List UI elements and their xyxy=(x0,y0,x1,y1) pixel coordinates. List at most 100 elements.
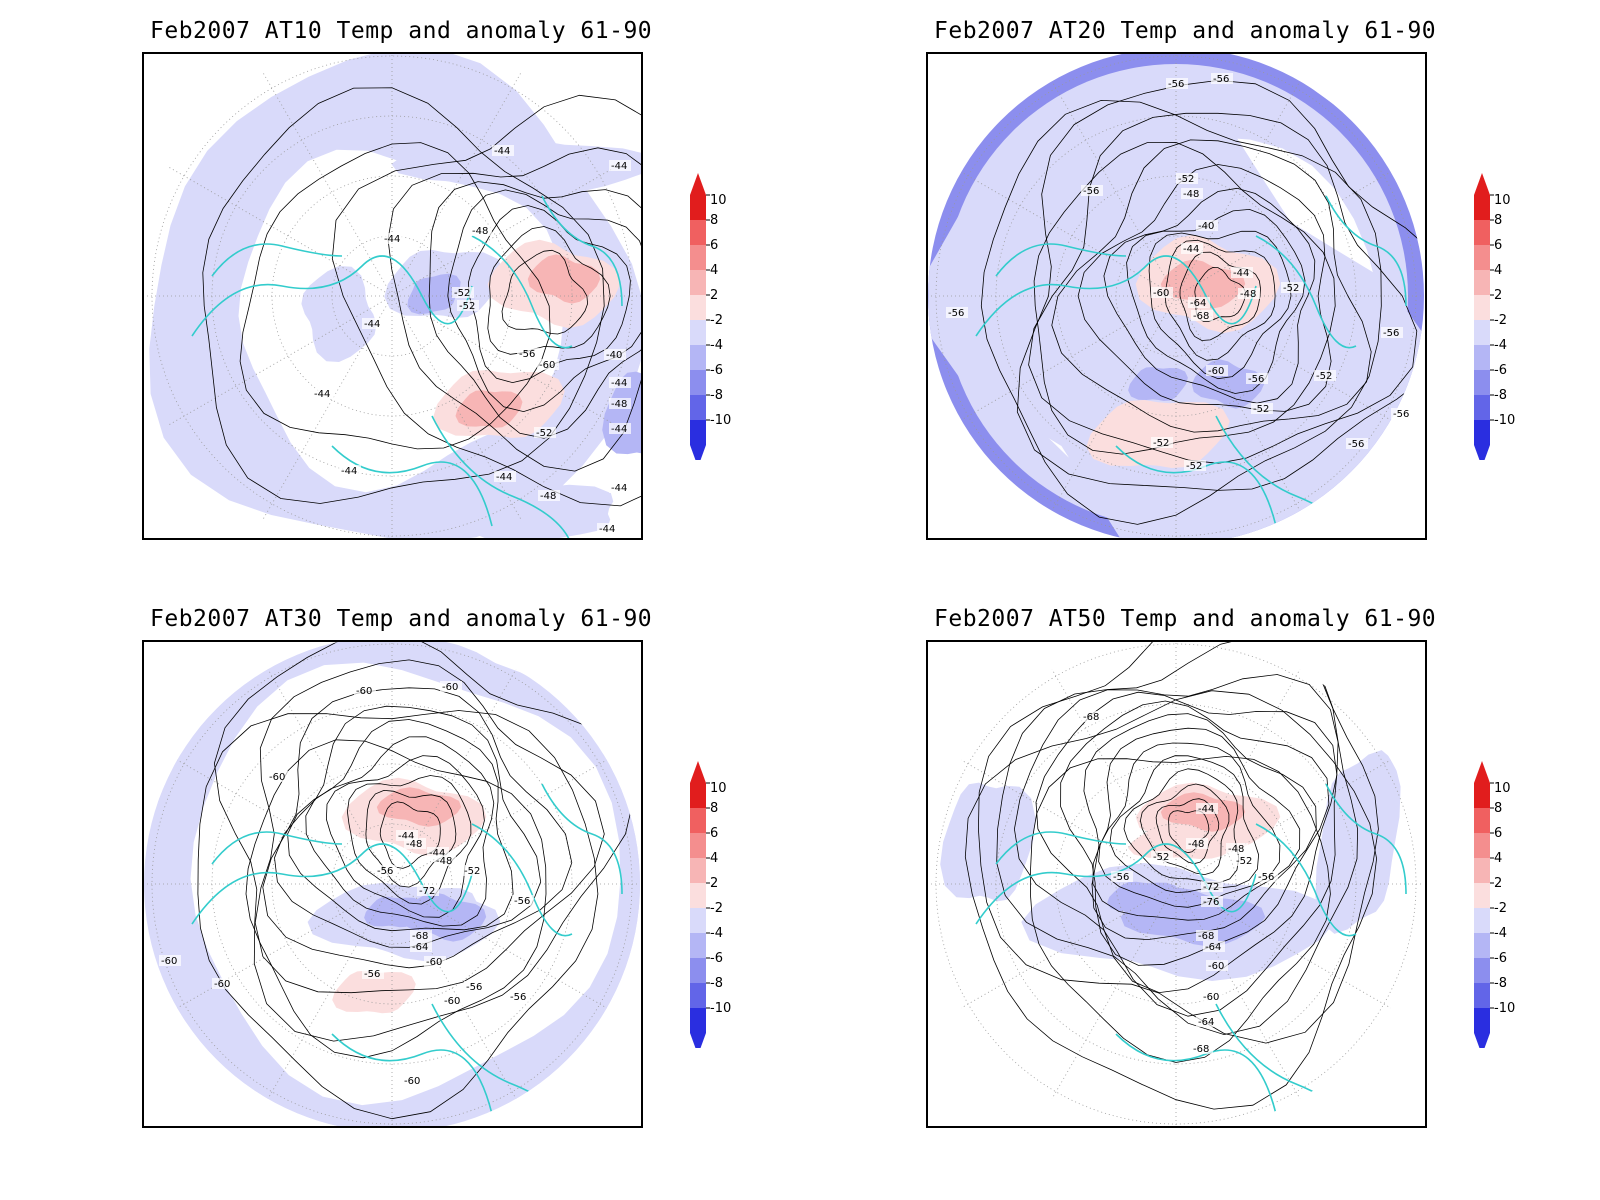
colorbar-swatch xyxy=(690,420,706,445)
contour-label-bg xyxy=(508,991,530,1002)
colorbar-tick-label: 6 xyxy=(710,826,718,841)
colorbar-tick-label: -10 xyxy=(1494,1001,1515,1016)
contour-label-bg xyxy=(464,981,486,992)
colorbar-tick-label: 2 xyxy=(1494,876,1502,891)
temperature-contour xyxy=(1083,713,1317,941)
contour-label: -60 xyxy=(1203,992,1219,1003)
longitude-line xyxy=(261,658,393,885)
contour-label-bg xyxy=(312,388,334,399)
contour-label-bg xyxy=(1166,78,1188,89)
contour-label: -56 xyxy=(1258,872,1274,883)
temperature-contour xyxy=(254,659,605,994)
contour-label-bg xyxy=(1181,243,1203,254)
colorbar-swatch xyxy=(1474,320,1490,345)
colorbar-tick-label: -8 xyxy=(1494,976,1507,991)
contour-label: -56 xyxy=(364,969,380,980)
coastline xyxy=(431,415,573,538)
contour-label: -72 xyxy=(419,886,435,897)
contour-label-bg xyxy=(396,830,418,841)
contour-label-bg xyxy=(404,838,426,849)
longitude-line xyxy=(950,883,1177,1015)
contour-label-bg xyxy=(212,978,234,989)
colorbar-tick-label: -10 xyxy=(710,1001,731,1016)
contour-label-bg xyxy=(1391,408,1413,419)
colorbar-swatch xyxy=(1474,345,1490,370)
longitude-line xyxy=(391,658,523,885)
colorbar: 10 8 6 4 2 -2 -4 -6 -8 -10 xyxy=(688,758,758,1055)
contour-label-bg xyxy=(354,685,376,696)
contour-label-bg xyxy=(609,482,631,493)
colorbar-swatch xyxy=(1474,958,1490,983)
colorbar-swatch xyxy=(1474,195,1490,220)
colorbar-svg: 10 8 6 4 2 -2 -4 -6 -8 -10 xyxy=(1474,173,1515,467)
colorbar-swatch xyxy=(1474,858,1490,883)
contour-label-bg xyxy=(1151,287,1173,298)
contour-label: -68 xyxy=(1198,931,1214,942)
contour-label: -60 xyxy=(161,956,177,967)
contour-label: -68 xyxy=(1083,712,1099,723)
coastline xyxy=(471,823,573,937)
colorbar-tick-label: -4 xyxy=(1494,926,1507,941)
contour-label-bg xyxy=(1181,188,1203,199)
colorbar-tick-label: 4 xyxy=(1494,263,1502,278)
contour-label: -60 xyxy=(214,979,230,990)
contour-label: -52 xyxy=(1153,852,1169,863)
contour-label-bg xyxy=(609,423,631,434)
anomaly-negative-strong xyxy=(364,896,424,928)
colorbar-swatch xyxy=(690,1008,706,1033)
contour-label-bg xyxy=(1346,438,1368,449)
contour-label: -48 xyxy=(406,839,422,850)
colorbar-tick-label: -2 xyxy=(1494,901,1507,916)
contour-label: -44 xyxy=(341,466,357,477)
contour-label-bg xyxy=(609,398,631,409)
contour-label: -48 xyxy=(611,399,627,410)
contour-label: -44 xyxy=(364,319,380,330)
contour-label: -40 xyxy=(606,350,622,361)
contour-label-bg xyxy=(457,300,479,311)
temperature-contour xyxy=(346,775,472,905)
contour-label-bg xyxy=(1111,871,1133,882)
temperature-contour xyxy=(1051,139,1372,433)
contour-label: -44 xyxy=(599,524,615,535)
map-layers xyxy=(928,54,1424,538)
longitude-line xyxy=(166,295,393,427)
colorbar-swatch xyxy=(1474,983,1490,1008)
coastline xyxy=(1255,823,1357,937)
colorbar-tick-label: -4 xyxy=(710,926,723,941)
contour-label: -60 xyxy=(1208,961,1224,972)
contour-label: -72 xyxy=(1203,882,1219,893)
longitude-line xyxy=(261,295,393,522)
colorbar-tick-label: 2 xyxy=(710,876,718,891)
contour-label-bg xyxy=(1238,288,1260,299)
contour-label: -56 xyxy=(1168,79,1184,90)
coastline xyxy=(211,243,343,277)
contour-label: -44 xyxy=(611,378,627,389)
colorbar-swatch xyxy=(690,958,706,983)
colorbar-swatch xyxy=(690,983,706,1008)
colorbar-arrow-up xyxy=(690,173,706,195)
contour-label-bg xyxy=(534,427,556,438)
contour-label-bg xyxy=(1196,803,1218,814)
contour-label: -60 xyxy=(404,1076,420,1087)
contour-label-bg xyxy=(597,523,619,534)
temperature-contour xyxy=(1060,700,1330,966)
anomaly-negative xyxy=(301,266,377,362)
contour-label-bg xyxy=(1281,282,1303,293)
contour-label-bg xyxy=(1206,960,1228,971)
contour-label-bg xyxy=(1151,437,1173,448)
contour-label-bg xyxy=(382,233,404,244)
contour-label: -56 xyxy=(466,982,482,993)
contour-label: -44 xyxy=(611,483,627,494)
temperature-contour xyxy=(1029,755,1331,1063)
temperature-contour xyxy=(245,739,547,1059)
contour-label-bg xyxy=(1176,173,1198,184)
colorbar-swatch xyxy=(690,395,706,420)
contour-label-bg xyxy=(604,349,626,360)
longitude-line xyxy=(950,295,1177,427)
coastline xyxy=(1255,235,1357,349)
contour-label: -76 xyxy=(1203,897,1219,908)
coastline xyxy=(541,195,623,307)
contour-label-bg xyxy=(1231,267,1253,278)
polar-map: -60 -60 -60 -60 -60 -60 -44 -48 -44 -48 -52 -56 -72-… xyxy=(142,640,643,1128)
colorbar-swatch xyxy=(690,783,706,808)
